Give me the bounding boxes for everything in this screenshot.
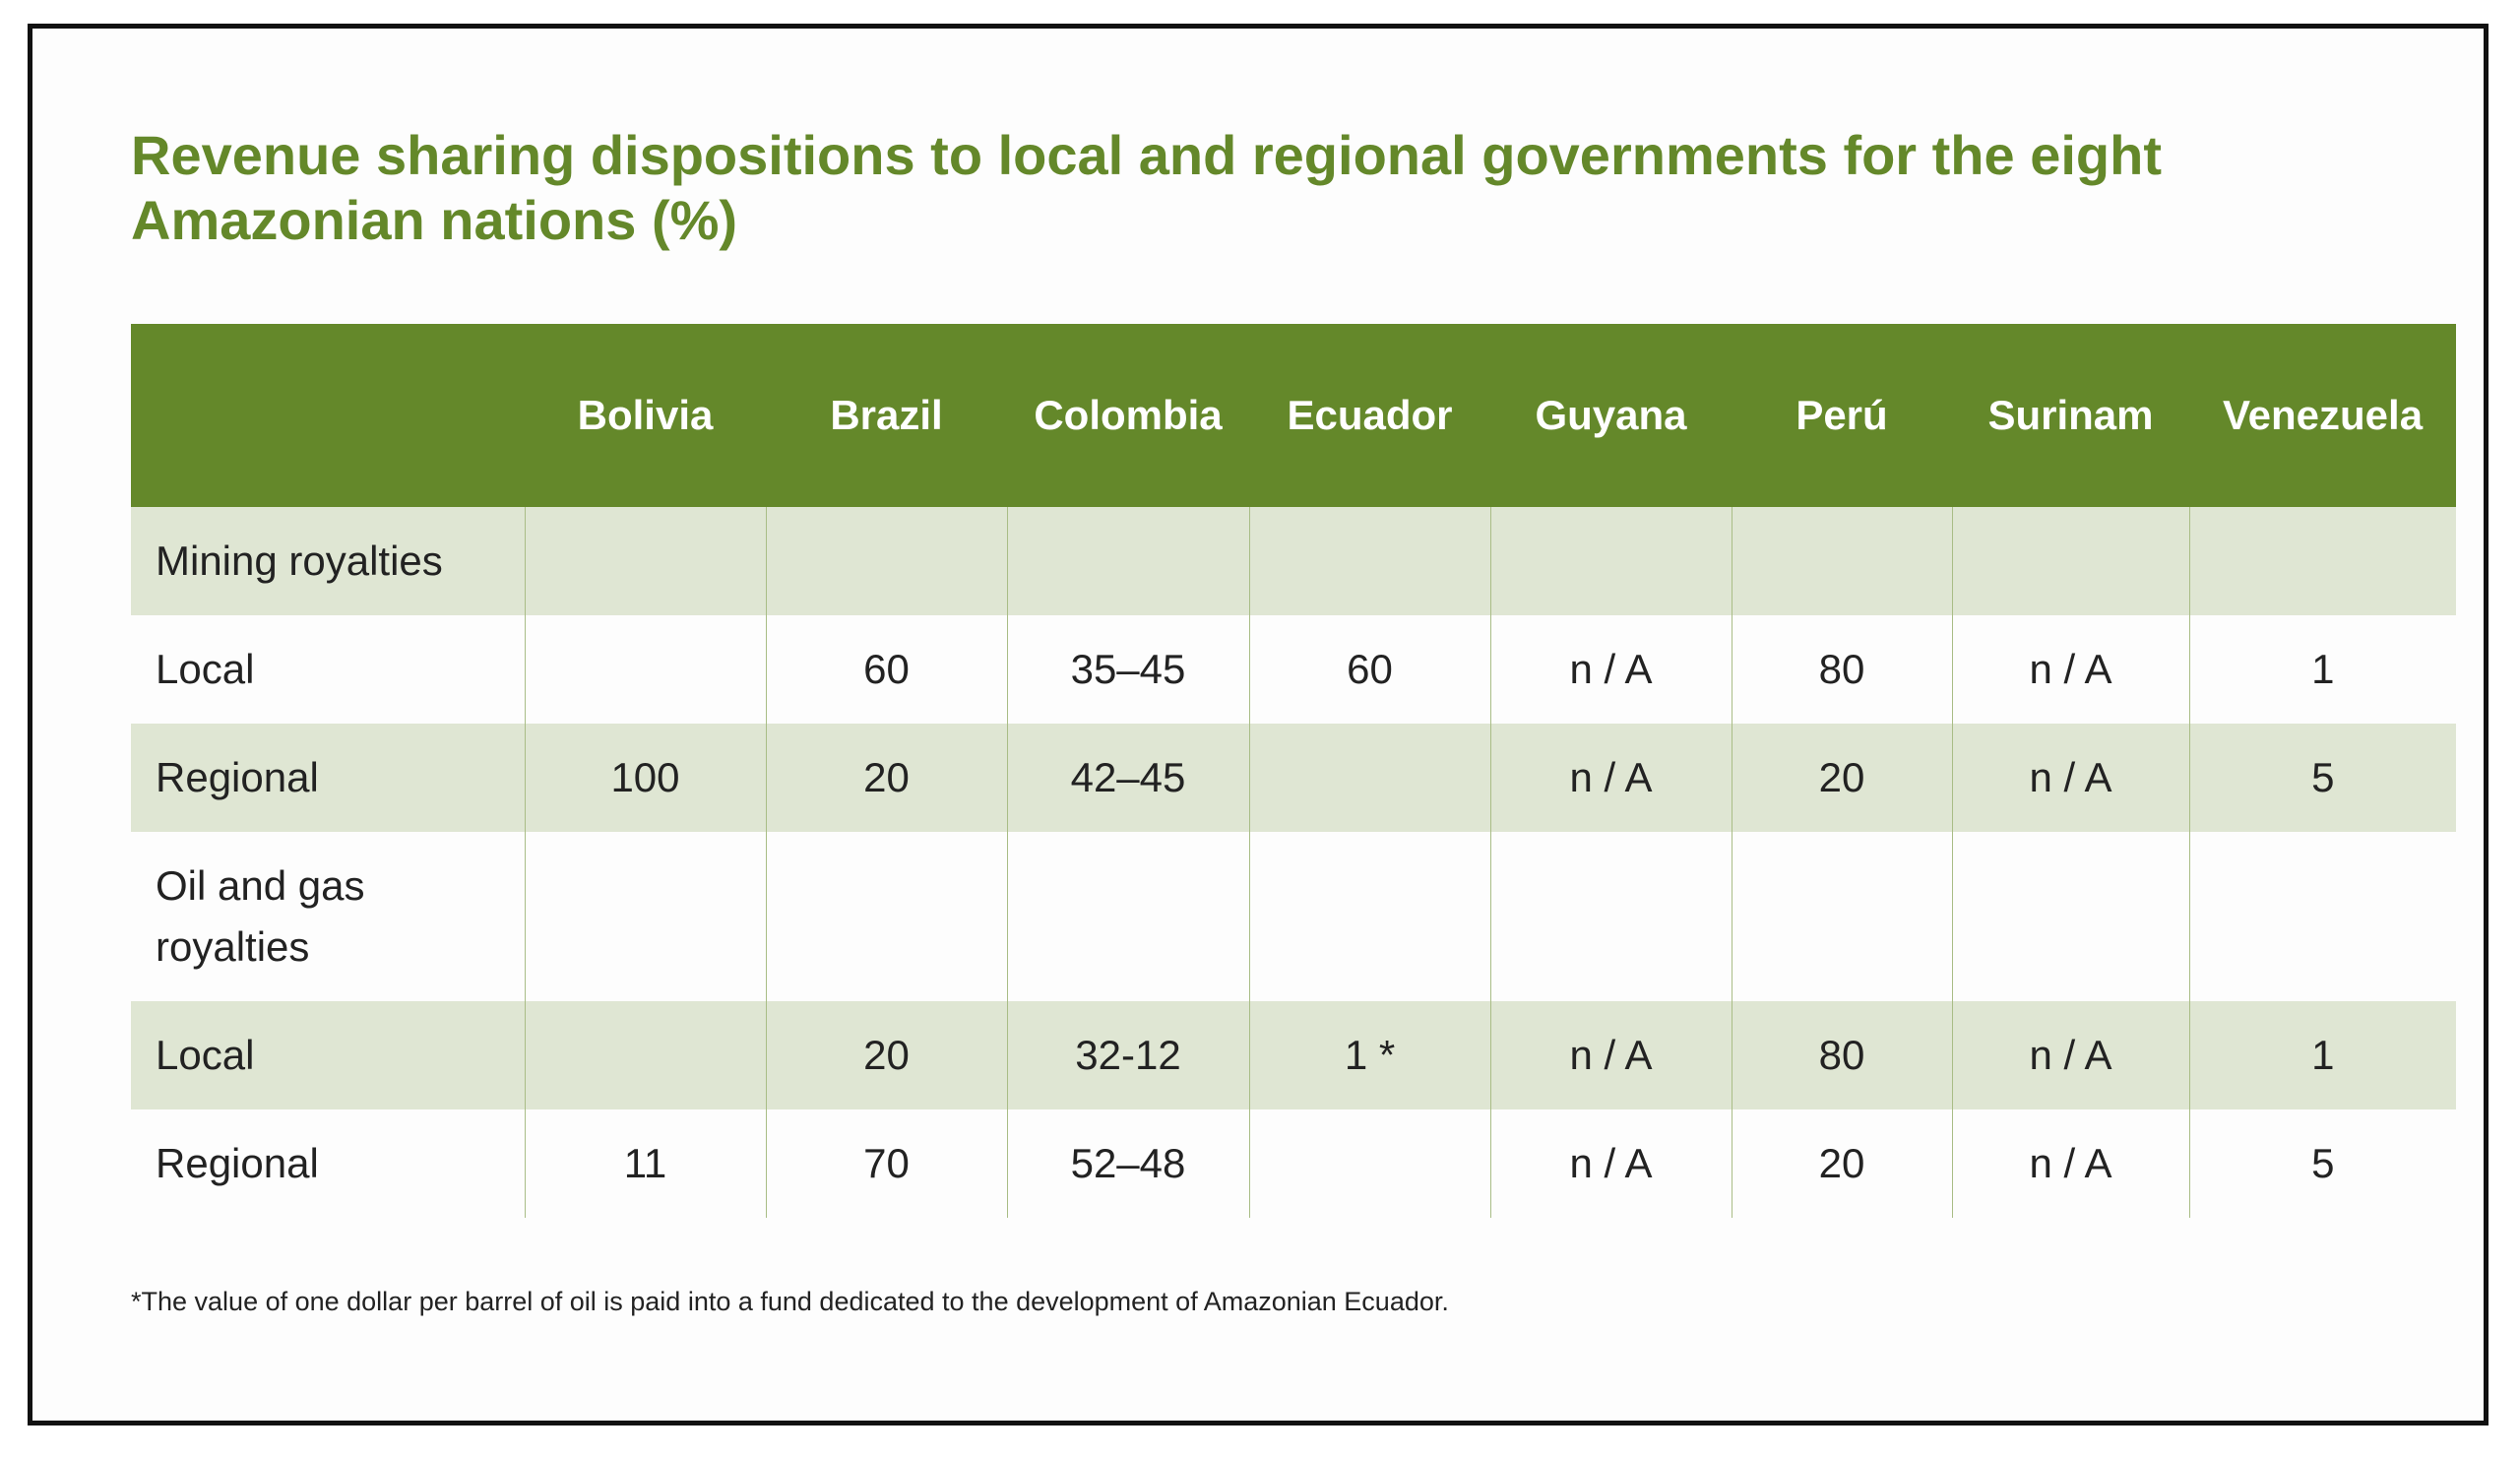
table-cell: 1 <box>2188 615 2456 724</box>
table-cell <box>2188 507 2456 615</box>
table-row-mining-royalties: Mining royalties <box>131 507 2456 615</box>
row-label: Regional <box>156 1140 319 1186</box>
table-cell <box>1951 507 2189 615</box>
header-cell-brazil: Brazil <box>766 324 1007 507</box>
table-cell: 1 <box>2188 1001 2456 1109</box>
table-cell: n / A <box>1951 724 2189 832</box>
table-cell: 20 <box>765 724 1007 832</box>
table-cell <box>524 507 766 615</box>
table-cell: 60 <box>765 615 1007 724</box>
table-cell <box>524 1001 766 1109</box>
table-cell <box>1731 832 1952 1001</box>
row-label: Regional <box>131 724 525 832</box>
table-cell <box>1489 507 1732 615</box>
figure-frame: Revenue sharing dispositions to local an… <box>28 24 2488 1425</box>
table-cell: 70 <box>765 1109 1007 1218</box>
table-cell: n / A <box>1489 1001 1732 1109</box>
header-row: Bolivia Brazil Colombia Ecuador Guyana P… <box>131 324 2456 507</box>
table-cell: 100 <box>524 724 766 832</box>
royalties-table: Bolivia Brazil Colombia Ecuador Guyana P… <box>131 324 2456 1218</box>
table-cell <box>765 832 1007 1001</box>
table-row-oil-gas-regional: Regional 11 70 52–48 n / A 20 n / A 5 <box>131 1109 2456 1218</box>
table-cell <box>1951 832 2189 1001</box>
footnote: *The value of one dollar per barrel of o… <box>131 1287 1449 1316</box>
table-cell <box>524 832 766 1001</box>
table-cell: 32-12 <box>1006 1001 1249 1109</box>
table-cell: 11 <box>524 1109 766 1218</box>
table-row-oil-gas-local: Local 20 32-12 1 * n / A 80 n / A 1 <box>131 1001 2456 1109</box>
table-cell: 1 * <box>1248 1001 1490 1109</box>
table-cell: n / A <box>1489 1109 1732 1218</box>
table-cell <box>1731 507 1952 615</box>
table-cell <box>765 507 1007 615</box>
table-cell: 20 <box>1731 1109 1952 1218</box>
table-cell: n / A <box>1489 724 1732 832</box>
table-cell: 5 <box>2188 724 2456 832</box>
table-cell: n / A <box>1489 615 1732 724</box>
row-label: Local <box>131 1001 525 1109</box>
header-cell-guyana: Guyana <box>1490 324 1732 507</box>
table-cell: 60 <box>1248 615 1490 724</box>
table-cell: n / A <box>1951 1001 2189 1109</box>
header-cell-colombia: Colombia <box>1007 324 1249 507</box>
table-cell <box>1248 832 1490 1001</box>
header-cell-bolivia: Bolivia <box>525 324 766 507</box>
table-cell <box>1006 507 1249 615</box>
table-row-mining-regional: Regional 100 20 42–45 n / A 20 n / A 5 <box>131 724 2456 832</box>
row-label: Mining royalties <box>131 507 525 615</box>
table-cell: 20 <box>765 1001 1007 1109</box>
table-cell <box>1006 832 1249 1001</box>
table-cell: 5 <box>2188 1109 2456 1218</box>
header-cell-surinam: Surinam <box>1952 324 2189 507</box>
table-cell: n / A <box>1951 1109 2189 1218</box>
table-title: Revenue sharing dispositions to local an… <box>131 124 2162 251</box>
header-cell-peru: Perú <box>1732 324 1952 507</box>
table-cell <box>2188 832 2456 1001</box>
header-cell-ecuador: Ecuador <box>1249 324 1490 507</box>
table-cell: 20 <box>1731 724 1952 832</box>
table-cell: 80 <box>1731 1001 1952 1109</box>
table-row-oil-gas-royalties: Oil and gas royalties <box>131 832 2456 1001</box>
table-cell: 42–45 <box>1006 724 1249 832</box>
table-cell: 52–48 <box>1006 1109 1249 1218</box>
header-cell-empty <box>131 324 525 507</box>
row-label: Oil and gas royalties <box>156 862 365 970</box>
table-cell <box>1248 1109 1490 1218</box>
table-cell <box>1248 724 1490 832</box>
table-cell <box>524 615 766 724</box>
row-label: Local <box>156 646 255 692</box>
table-cell: n / A <box>1951 615 2189 724</box>
table-cell <box>1248 507 1490 615</box>
table-cell: 35–45 <box>1006 615 1249 724</box>
table-cell: 80 <box>1731 615 1952 724</box>
header-cell-venezuela: Venezuela <box>2189 324 2456 507</box>
table-row-mining-local: Local 60 35–45 60 n / A 80 n / A 1 <box>131 615 2456 724</box>
table-cell <box>1489 832 1732 1001</box>
